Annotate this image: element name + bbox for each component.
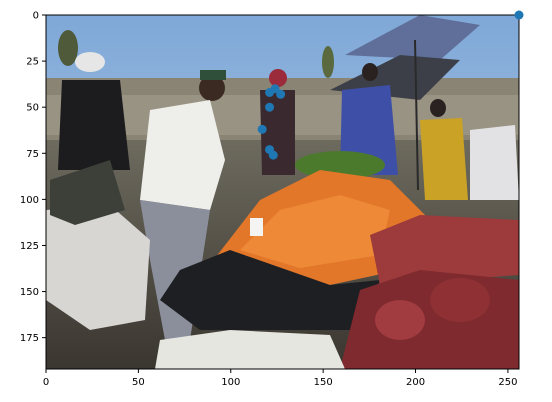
scatter-point — [270, 84, 280, 94]
x-tick-label: 250 — [498, 377, 517, 388]
y-tick-label: 25 — [26, 57, 39, 68]
y-tick-label: 100 — [20, 195, 39, 206]
x-tick-label: 50 — [132, 377, 145, 388]
axes-frame — [45, 14, 520, 370]
y-tick-label: 50 — [26, 103, 39, 114]
scatter-point — [268, 150, 278, 160]
scatter-point — [265, 102, 275, 112]
x-axis: 0 50 100 150 200 250 — [43, 369, 517, 388]
x-tick-label: 0 — [43, 377, 49, 388]
x-tick-label: 150 — [314, 377, 333, 388]
scatter-point — [257, 124, 267, 134]
scatter-point — [514, 10, 524, 20]
scatter-point — [276, 89, 286, 99]
x-tick-label: 200 — [406, 377, 425, 388]
y-tick-label: 0 — [33, 11, 39, 22]
y-tick-label: 75 — [26, 149, 39, 160]
y-tick-label: 175 — [20, 333, 39, 344]
y-tick-label: 150 — [20, 287, 39, 298]
y-axis: 0 25 50 75 100 125 150 175 — [20, 11, 46, 344]
y-tick-label: 125 — [20, 241, 39, 252]
x-tick-label: 100 — [221, 377, 240, 388]
market-scene-photo — [46, 15, 519, 369]
scatter-points — [257, 10, 524, 160]
